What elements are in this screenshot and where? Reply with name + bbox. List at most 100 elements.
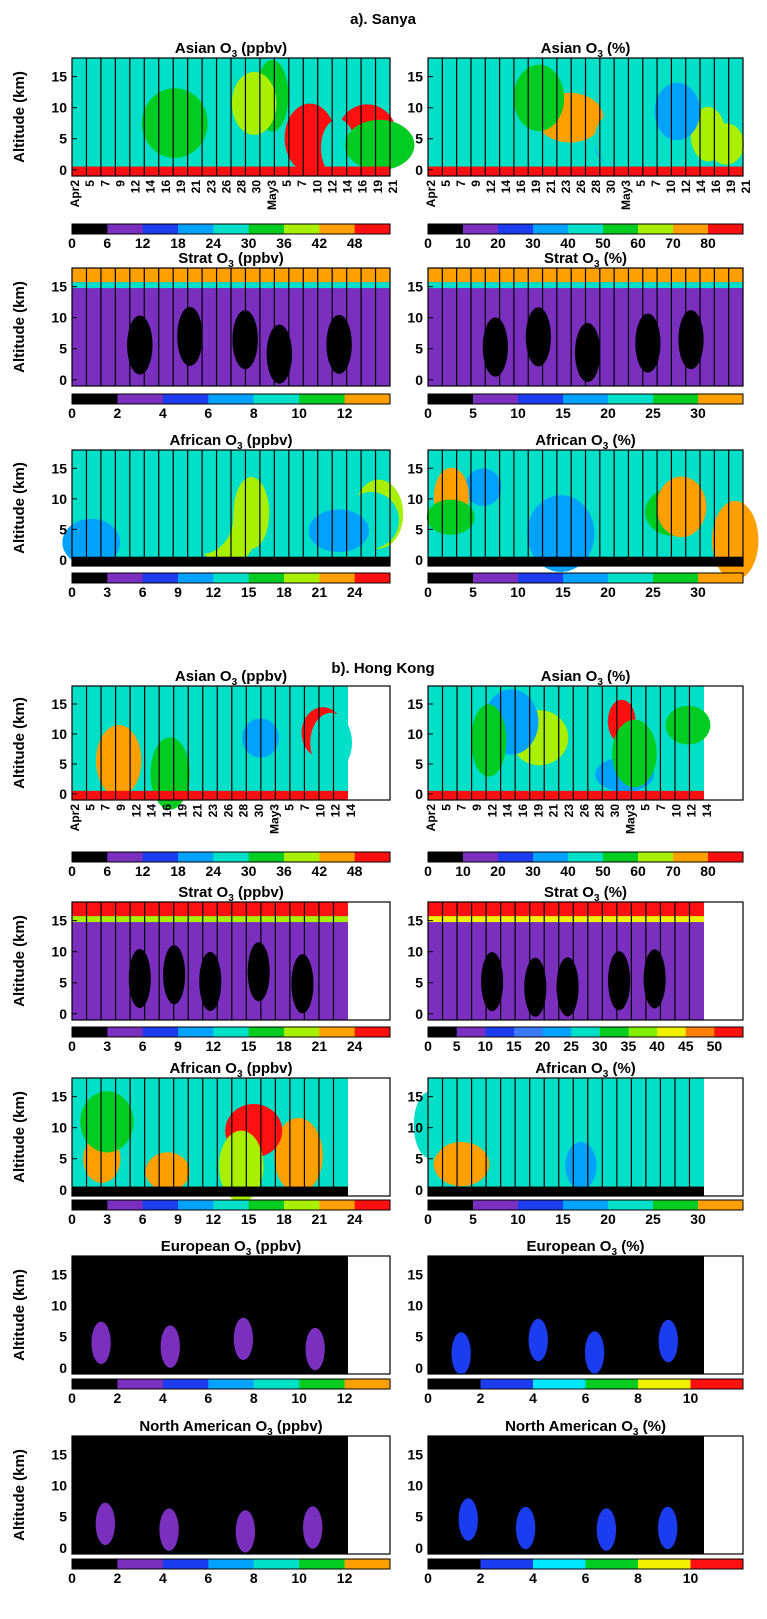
contour-region bbox=[594, 109, 653, 170]
colorbar-segment bbox=[563, 394, 609, 404]
colorbar-segment bbox=[178, 852, 214, 862]
chart-panel: European O3 (%) 0 5 10 15 0 2 4 6 8 10 bbox=[407, 1238, 744, 1406]
y-tick-label: 0 bbox=[415, 1540, 423, 1556]
y-tick-label: 5 bbox=[59, 1329, 67, 1345]
x-tick-label: 12 bbox=[129, 180, 143, 194]
contour-region bbox=[291, 954, 314, 1014]
plot-frame bbox=[427, 57, 744, 177]
colorbar-segment bbox=[213, 224, 250, 234]
colorbar-segment bbox=[117, 1559, 164, 1569]
colorbar-frame bbox=[427, 1378, 744, 1390]
colorbar-tick-label: 9 bbox=[174, 584, 182, 600]
colorbar-segment bbox=[563, 573, 609, 583]
colorbar-tick-label: 9 bbox=[174, 1038, 182, 1054]
colorbar-segment bbox=[563, 1200, 609, 1210]
colorbar-segment bbox=[585, 1559, 639, 1569]
x-tick-label: 14 bbox=[341, 180, 355, 194]
x-tick-label: 7 bbox=[295, 180, 309, 187]
colorbar-segment bbox=[284, 852, 320, 862]
colorbar-tick-label: 40 bbox=[560, 863, 576, 879]
y-tick-label: 10 bbox=[407, 1478, 423, 1494]
colorbar-tick-label: 6 bbox=[139, 584, 147, 600]
contour-region bbox=[656, 476, 707, 538]
colorbar-segment bbox=[299, 1379, 346, 1389]
colorbar-tick-label: 6 bbox=[582, 1390, 590, 1406]
x-tick-label: May3 bbox=[265, 180, 279, 210]
x-tick-label: 19 bbox=[371, 180, 385, 194]
colorbar-tick-label: 20 bbox=[490, 235, 506, 251]
colorbar-tick-label: 15 bbox=[241, 584, 257, 600]
colorbar-segment bbox=[72, 1200, 108, 1210]
colorbar-segment bbox=[208, 1559, 255, 1569]
colorbar-segment bbox=[638, 224, 674, 234]
colorbar-tick-label: 30 bbox=[241, 235, 257, 251]
surface-band bbox=[72, 1186, 348, 1196]
y-tick-label: 15 bbox=[51, 1447, 67, 1463]
colorbar-tick-label: 2 bbox=[114, 1390, 122, 1406]
colorbar-frame bbox=[427, 1026, 744, 1038]
contour-region bbox=[231, 71, 277, 135]
contour-region bbox=[470, 704, 507, 777]
colorbar-tick-label: 25 bbox=[645, 405, 661, 421]
contour-region bbox=[481, 952, 504, 1012]
contour-region bbox=[303, 1506, 323, 1549]
panel-title: Strat O3 (%) bbox=[544, 250, 627, 270]
panel-title: Strat O3 (%) bbox=[544, 884, 627, 904]
chart-panel: African O3 (ppbv) 0 5 10 15 Altitude (km) 0 3 6 9… bbox=[11, 432, 404, 600]
contour-region bbox=[62, 518, 121, 567]
x-tick-label: 10 bbox=[310, 180, 324, 194]
x-tick-label: 5 bbox=[634, 180, 648, 187]
colorbar-tick-label: 0 bbox=[424, 1038, 432, 1054]
x-tick-label: 7 bbox=[98, 180, 112, 187]
contour-region bbox=[643, 949, 666, 1009]
stratosphere-band bbox=[72, 902, 348, 917]
y-tick-label: 5 bbox=[59, 341, 67, 357]
x-tick-label: May3 bbox=[267, 804, 281, 834]
contour-region bbox=[310, 712, 353, 773]
x-tick-label: 5 bbox=[83, 804, 97, 811]
x-tick-label: 9 bbox=[114, 804, 128, 811]
colorbar-tick-label: 6 bbox=[139, 1038, 147, 1054]
x-tick-label: 23 bbox=[206, 804, 220, 818]
colorbar-frame bbox=[71, 1558, 391, 1570]
colorbar-segment bbox=[142, 1200, 179, 1210]
chart-panel: Strat O3 (ppbv) 0 5 10 15 Altitude (km) 0 3 6 9 12… bbox=[11, 884, 391, 1054]
colorbar-tick-label: 12 bbox=[135, 235, 151, 251]
contour-region bbox=[527, 495, 595, 572]
colorbar-tick-label: 21 bbox=[312, 1038, 328, 1054]
plot-frame bbox=[427, 1077, 744, 1197]
x-tick-label: 5 bbox=[439, 804, 453, 811]
panel-title: North American O3 (%) bbox=[505, 1418, 666, 1438]
y-tick-label: 10 bbox=[407, 1120, 423, 1136]
colorbar-tick-label: 4 bbox=[159, 1570, 167, 1586]
colorbar-frame bbox=[71, 393, 391, 405]
colorbar-segment bbox=[107, 573, 144, 583]
colorbar-segment bbox=[638, 852, 674, 862]
colorbar-segment bbox=[178, 224, 214, 234]
colorbar-tick-label: 15 bbox=[555, 584, 571, 600]
colorbar-segment bbox=[72, 394, 118, 404]
plot-frame bbox=[71, 57, 391, 177]
colorbar-tick-label: 30 bbox=[525, 863, 541, 879]
colorbar-segment bbox=[319, 224, 356, 234]
x-tick-label: 21 bbox=[191, 804, 205, 818]
x-tick-label: 16 bbox=[160, 804, 174, 818]
colorbar-segment bbox=[714, 1027, 744, 1037]
x-tick-label: 19 bbox=[531, 804, 545, 818]
y-tick-label: 0 bbox=[59, 372, 67, 388]
stratosphere-band bbox=[72, 916, 348, 923]
colorbar-segment bbox=[498, 224, 534, 234]
colorbar-tick-label: 25 bbox=[563, 1038, 579, 1054]
x-tick-label: 16 bbox=[159, 180, 173, 194]
contour-region bbox=[433, 1141, 490, 1187]
colorbar-segment bbox=[608, 573, 654, 583]
plot-frame bbox=[427, 267, 744, 387]
colorbar-segment bbox=[485, 1027, 515, 1037]
stratosphere-band bbox=[428, 902, 704, 917]
colorbar-segment bbox=[533, 852, 569, 862]
contour-region bbox=[528, 1318, 548, 1362]
colorbar-segment bbox=[319, 573, 356, 583]
